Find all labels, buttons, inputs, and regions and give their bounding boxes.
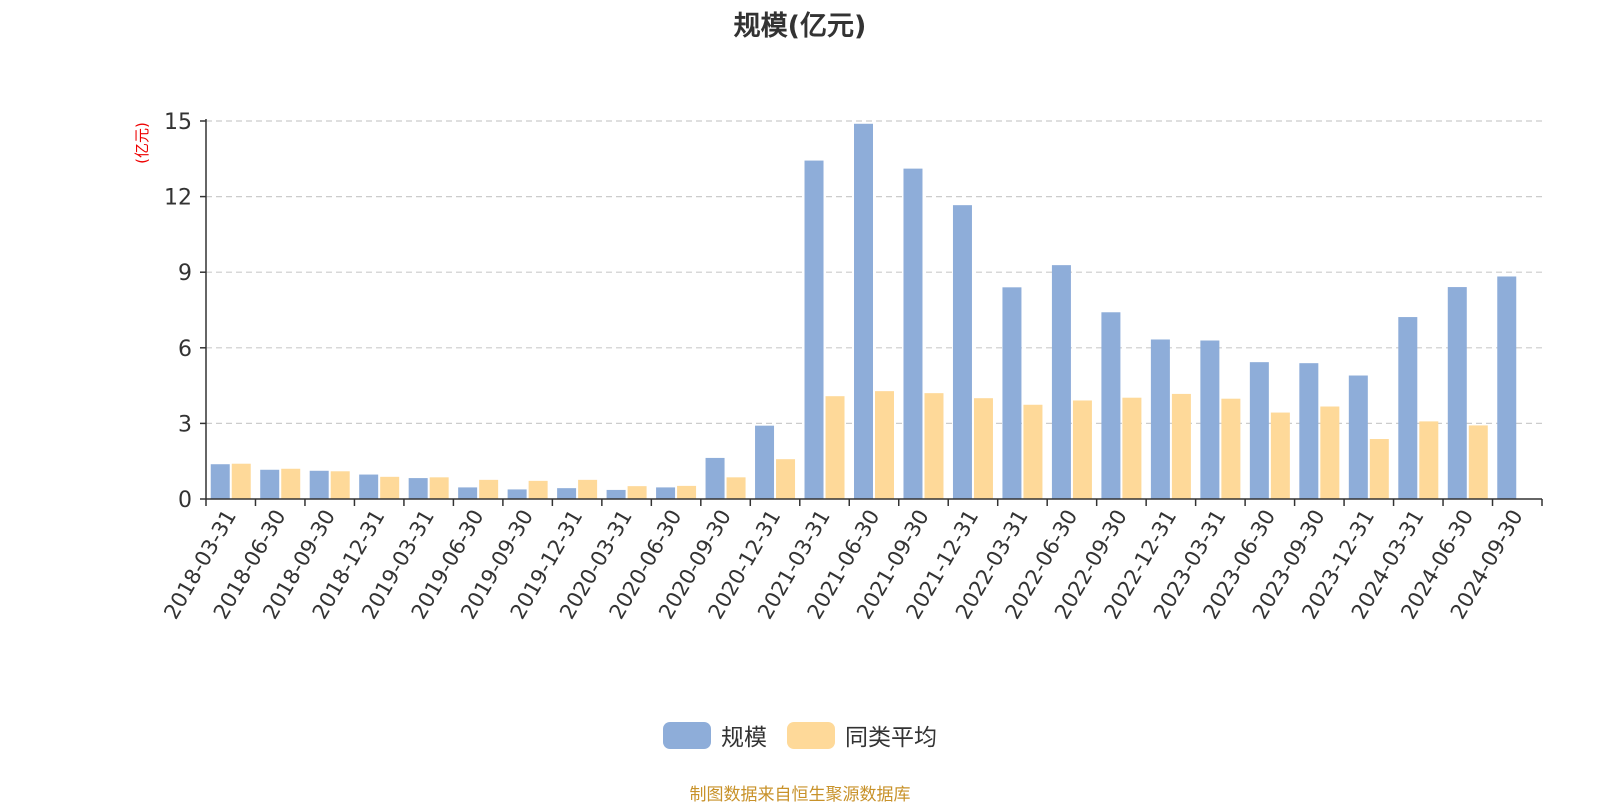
y-tick-label: 12 [164, 186, 192, 211]
bar-series-2-2020-09-30[interactable] [726, 477, 746, 499]
bar-series-2-2020-12-31[interactable] [776, 459, 796, 499]
legend-swatch-series-2 [787, 721, 835, 749]
legend-label-series-2: 同类平均 [845, 725, 937, 751]
bar-series-2-2021-09-30[interactable] [924, 393, 944, 499]
bar-series-2-2020-03-31[interactable] [627, 486, 647, 499]
legend-label-series-1: 规模 [721, 725, 767, 751]
bar-series-1-2018-09-30[interactable] [309, 470, 329, 499]
y-axis-unit-label: (亿元) [133, 122, 151, 164]
bar-series-1-2020-09-30[interactable] [705, 457, 725, 499]
y-tick-label: 0 [178, 488, 192, 513]
bar-series-2-2022-06-30[interactable] [1072, 400, 1092, 499]
bar-series-2-2022-09-30[interactable] [1122, 397, 1142, 499]
bar-series-2-2018-09-30[interactable] [330, 471, 350, 499]
bars [210, 123, 1517, 500]
bar-series-2-2019-12-31[interactable] [578, 479, 598, 499]
bar-series-1-2018-03-31[interactable] [210, 464, 230, 499]
bar-series-2-2020-06-30[interactable] [677, 485, 697, 499]
bar-series-1-2024-09-30[interactable] [1497, 276, 1517, 499]
bar-series-2-2021-03-31[interactable] [825, 396, 845, 499]
bar-series-1-2019-12-31[interactable] [557, 488, 577, 499]
y-tick-label: 15 [164, 110, 192, 135]
legend: 规模 同类平均 [0, 718, 1600, 752]
bar-series-2-2021-12-31[interactable] [973, 398, 993, 499]
bar-series-1-2022-03-31[interactable] [1002, 287, 1022, 499]
bar-series-1-2018-06-30[interactable] [260, 469, 280, 499]
bar-series-2-2024-03-31[interactable] [1419, 421, 1439, 499]
bar-series-2-2019-06-30[interactable] [479, 479, 499, 499]
bar-series-1-2021-09-30[interactable] [903, 168, 923, 500]
bar-series-1-2022-09-30[interactable] [1101, 312, 1121, 499]
bar-series-2-2018-12-31[interactable] [380, 476, 400, 499]
bar-series-1-2020-06-30[interactable] [656, 487, 676, 499]
chart-title: 规模(亿元) [733, 11, 867, 42]
bar-series-1-2020-12-31[interactable] [755, 425, 775, 499]
bar-series-1-2021-06-30[interactable] [854, 123, 873, 499]
bar-series-1-2024-06-30[interactable] [1447, 287, 1467, 499]
bar-series-2-2022-12-31[interactable] [1171, 393, 1191, 499]
legend-swatch-series-1 [663, 721, 711, 749]
bar-series-2-2023-06-30[interactable] [1270, 412, 1290, 499]
legend-item-series-2[interactable]: 同类平均 [787, 718, 937, 752]
grid-lines [206, 120, 1542, 424]
bar-series-1-2022-06-30[interactable] [1051, 265, 1071, 499]
y-tick-label: 9 [178, 261, 192, 286]
bar-series-1-2021-03-31[interactable] [804, 160, 824, 499]
bar-series-1-2019-09-30[interactable] [507, 489, 527, 499]
bar-series-1-2023-06-30[interactable] [1249, 362, 1269, 499]
bar-series-2-2019-09-30[interactable] [528, 480, 548, 499]
bar-series-2-2023-09-30[interactable] [1320, 406, 1340, 499]
bar-series-1-2024-03-31[interactable] [1398, 317, 1418, 499]
legend-item-series-1[interactable]: 规模 [663, 718, 767, 752]
bar-series-2-2022-03-31[interactable] [1023, 404, 1043, 499]
bar-series-1-2023-12-31[interactable] [1348, 375, 1368, 499]
bar-series-1-2019-06-30[interactable] [458, 487, 478, 499]
y-tick-label: 3 [178, 412, 192, 437]
bar-series-1-2023-09-30[interactable] [1299, 363, 1319, 499]
bar-series-2-2024-06-30[interactable] [1468, 425, 1488, 499]
bar-series-1-2018-12-31[interactable] [359, 474, 379, 499]
bar-series-2-2019-03-31[interactable] [429, 477, 449, 499]
data-source-note: 制图数据来自恒生聚源数据库 [689, 785, 911, 805]
bar-series-1-2021-12-31[interactable] [952, 205, 972, 499]
bar-series-1-2020-03-31[interactable] [606, 489, 626, 499]
bar-series-2-2023-03-31[interactable] [1221, 398, 1241, 499]
bar-series-1-2022-12-31[interactable] [1150, 339, 1170, 499]
axes: 036912152018-03-312018-06-302018-09-3020… [159, 110, 1543, 623]
bar-series-2-2018-03-31[interactable] [231, 463, 251, 499]
bar-series-1-2019-03-31[interactable] [408, 478, 428, 499]
bar-series-2-2018-06-30[interactable] [281, 468, 301, 499]
bar-series-2-2021-06-30[interactable] [875, 391, 894, 499]
bar-series-1-2023-03-31[interactable] [1200, 340, 1220, 499]
y-tick-label: 6 [178, 337, 192, 362]
bar-series-2-2023-12-31[interactable] [1369, 439, 1389, 499]
